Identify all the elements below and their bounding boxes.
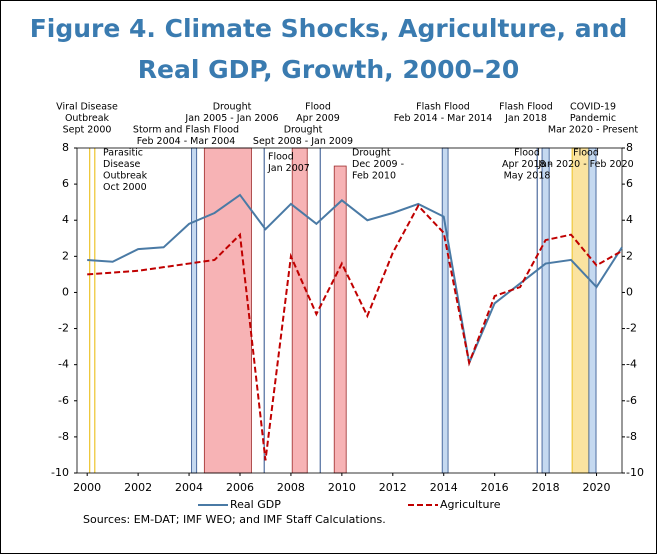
event-label: Dec 2009 - bbox=[352, 159, 404, 170]
event-label: Outbreak bbox=[103, 171, 148, 182]
chart-title: Figure 4. Climate Shocks, Agriculture, a… bbox=[29, 14, 628, 84]
event-label: Viral Disease bbox=[56, 102, 118, 113]
event-label: Jan 2020 - Feb 2020 bbox=[537, 159, 633, 170]
event-label: Storm and Flash Flood bbox=[133, 125, 239, 136]
series-line bbox=[87, 193, 623, 367]
y2-tick-label: -10 bbox=[626, 466, 644, 479]
y-tick-label: -8 bbox=[58, 430, 69, 443]
event-label: Parasitic bbox=[103, 148, 143, 159]
y2-tick-label: -2 bbox=[626, 322, 637, 335]
event-label: COVID-19 bbox=[570, 102, 616, 113]
event-label: Apr 2009 bbox=[296, 113, 340, 124]
event-label: Flood bbox=[514, 148, 540, 159]
event-label: Oct 2000 bbox=[103, 182, 147, 193]
event-label: Sept 2000 bbox=[63, 125, 112, 136]
legend-label: Agriculture bbox=[440, 498, 501, 511]
event-label: Flood bbox=[573, 148, 599, 159]
event-band bbox=[441, 147, 449, 474]
event-band bbox=[203, 147, 252, 474]
event-label: Disease bbox=[103, 159, 141, 170]
event-label: Mar 2020 - Present bbox=[548, 125, 639, 136]
series-line bbox=[87, 204, 623, 461]
y-tick-label: -6 bbox=[58, 394, 69, 407]
plot-frame bbox=[76, 147, 623, 474]
event-label: May 2018 bbox=[504, 171, 551, 182]
event-label: Jan 2007 bbox=[267, 163, 310, 174]
y-tick-label: -10 bbox=[51, 466, 69, 479]
event-band bbox=[588, 147, 597, 474]
x-tick-label: 2020 bbox=[583, 481, 611, 494]
event-label: Feb 2014 - Mar 2014 bbox=[394, 113, 493, 124]
event-label: Apr 2018 - bbox=[502, 159, 552, 170]
event-label: Sept 2008 - Jan 2009 bbox=[253, 136, 353, 147]
x-tick-label: 2014 bbox=[430, 481, 458, 494]
y2-tick-label: -8 bbox=[626, 430, 637, 443]
event-label: Pandemic bbox=[570, 113, 616, 124]
legend-label: Real GDP bbox=[230, 498, 281, 511]
x-tick-label: 2010 bbox=[328, 481, 356, 494]
y2-tick-label: 8 bbox=[626, 141, 633, 154]
event-label: Flood bbox=[268, 152, 294, 163]
event-band bbox=[541, 147, 550, 474]
event-label: Flash Flood bbox=[416, 102, 470, 113]
event-label: Drought bbox=[284, 125, 323, 136]
x-tick-label: 2000 bbox=[73, 481, 101, 494]
y-tick-label: 6 bbox=[62, 177, 69, 190]
y2-tick-label: 4 bbox=[626, 213, 633, 226]
event-band bbox=[571, 147, 591, 474]
x-tick-label: 2018 bbox=[532, 481, 560, 494]
event-label: Jan 2005 - Jan 2006 bbox=[184, 113, 278, 124]
event-label: Flood bbox=[305, 102, 331, 113]
y-tick-label: -4 bbox=[58, 358, 69, 371]
event-band bbox=[333, 165, 347, 474]
y-tick-label: 8 bbox=[62, 141, 69, 154]
event-label: Drought bbox=[213, 102, 252, 113]
x-tick-label: 2012 bbox=[379, 481, 407, 494]
event-label: Feb 2004 - Mar 2004 bbox=[137, 136, 236, 147]
event-label: Flash Flood bbox=[499, 102, 553, 113]
y-tick-label: -2 bbox=[58, 322, 69, 335]
y-tick-label: 0 bbox=[62, 285, 69, 298]
event-band bbox=[291, 147, 308, 474]
y2-tick-label: 2 bbox=[626, 249, 633, 262]
event-label: Feb 2010 bbox=[352, 171, 396, 182]
y-tick-label: 2 bbox=[62, 249, 69, 262]
y2-tick-label: 0 bbox=[626, 285, 633, 298]
y2-tick-label: 6 bbox=[626, 177, 633, 190]
event-label: Outbreak bbox=[65, 113, 110, 124]
event-band bbox=[191, 147, 198, 474]
x-tick-label: 2008 bbox=[277, 481, 305, 494]
y2-tick-label: -6 bbox=[626, 394, 637, 407]
event-label: Drought bbox=[352, 148, 391, 159]
source-note: Sources: EM-DAT; IMF WEO; and IMF Staff … bbox=[83, 513, 386, 526]
y-tick-label: 4 bbox=[62, 213, 69, 226]
x-tick-label: 2002 bbox=[124, 481, 152, 494]
x-tick-label: 2004 bbox=[175, 481, 203, 494]
x-tick-label: 2016 bbox=[481, 481, 509, 494]
x-tick-label: 2006 bbox=[226, 481, 254, 494]
event-label: Jan 2018 bbox=[504, 113, 547, 124]
y2-tick-label: -4 bbox=[626, 358, 637, 371]
